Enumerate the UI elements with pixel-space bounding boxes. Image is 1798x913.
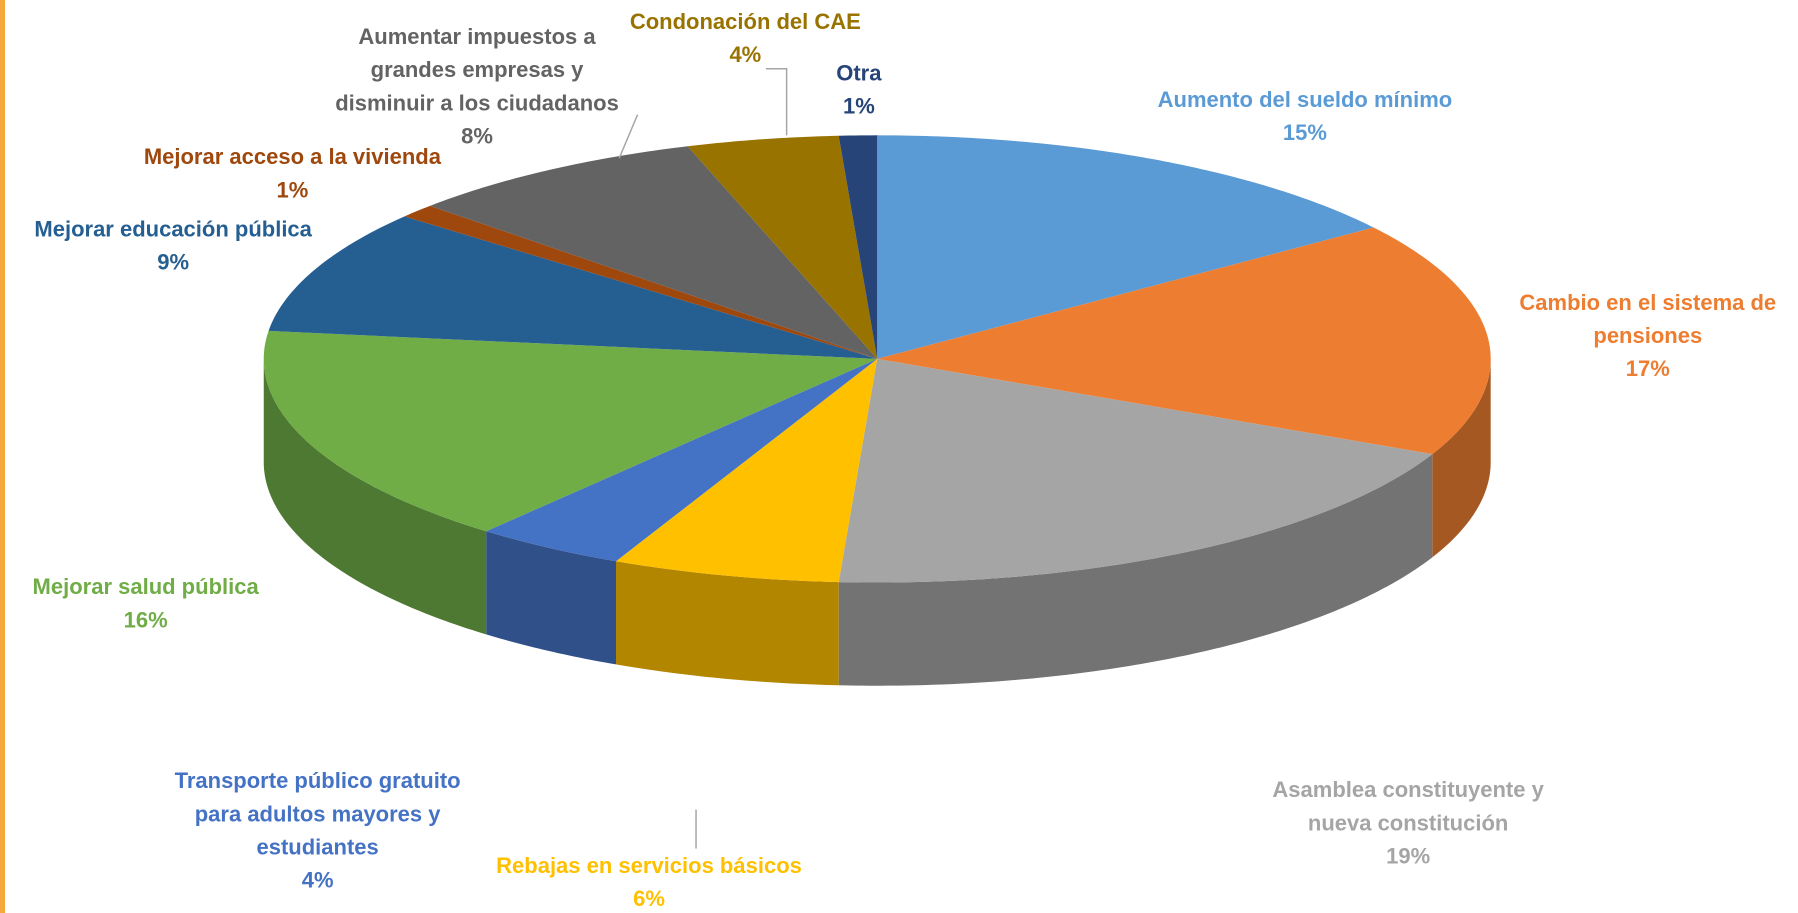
slice-side bbox=[616, 561, 839, 686]
label-line: Transporte público gratuito bbox=[175, 768, 461, 793]
label-line: Rebajas en servicios básicos bbox=[496, 853, 802, 878]
slice bbox=[263, 330, 878, 532]
data-label-value: 1% bbox=[277, 177, 309, 202]
data-label: Mejorar acceso a la vivienda bbox=[144, 144, 442, 169]
slice bbox=[877, 227, 1491, 455]
data-label: Asamblea constituyente y nueva constituci… bbox=[1272, 777, 1544, 835]
label-line: estudiantes bbox=[256, 834, 378, 859]
label-line: para adultos mayores y bbox=[195, 801, 442, 826]
slice bbox=[404, 205, 878, 359]
data-label-value: 16% bbox=[124, 607, 168, 632]
data-label: Aumento del sueldo mínimo bbox=[1158, 87, 1453, 112]
data-label: Cambio en el sistema de pensiones bbox=[1519, 290, 1776, 348]
data-label-value: 8% bbox=[461, 123, 493, 148]
data-label: Transporte público gratuito para adultos … bbox=[175, 768, 461, 860]
slice-side bbox=[838, 454, 1433, 686]
left-border bbox=[0, 0, 5, 913]
data-label: Mejorar educación pública bbox=[34, 216, 312, 241]
slice bbox=[877, 135, 1374, 359]
slice-side bbox=[486, 531, 617, 665]
data-label-value: 4% bbox=[729, 42, 761, 67]
data-label-value: 6% bbox=[633, 886, 665, 911]
label-line: Condonación del CAE bbox=[630, 9, 861, 34]
label-line: disminuir a los ciudadanos bbox=[335, 90, 619, 115]
slice bbox=[687, 135, 878, 359]
slice bbox=[838, 358, 1433, 583]
label-line: Asamblea constituyente y bbox=[1272, 777, 1544, 802]
slice bbox=[838, 135, 878, 359]
slice bbox=[486, 358, 878, 562]
label-line: Mejorar salud pública bbox=[33, 574, 260, 599]
slice bbox=[616, 358, 878, 583]
data-label-value: 15% bbox=[1283, 120, 1327, 145]
label-line: Aumentar impuestos a bbox=[358, 24, 596, 49]
slice bbox=[430, 146, 878, 359]
label-line: Mejorar acceso a la vivienda bbox=[144, 144, 442, 169]
slice-side bbox=[263, 358, 487, 635]
data-label-value: 4% bbox=[302, 868, 334, 893]
label-line: Aumento del sueldo mínimo bbox=[1158, 87, 1453, 112]
data-label: Mejorar salud pública bbox=[33, 574, 260, 599]
data-label: Aumentar impuestos a grandes empresas y di… bbox=[335, 24, 619, 116]
label-line: Cambio en el sistema de bbox=[1519, 290, 1776, 315]
slice bbox=[268, 216, 878, 359]
data-label-value: 1% bbox=[843, 94, 875, 119]
label-line: nueva constitución bbox=[1308, 810, 1508, 835]
data-label-value: 17% bbox=[1626, 356, 1670, 381]
label-line: pensiones bbox=[1593, 323, 1702, 348]
label-line: grandes empresas y bbox=[371, 57, 585, 82]
data-label: Condonación del CAE bbox=[630, 9, 861, 34]
label-line: Otra bbox=[836, 60, 882, 85]
data-label-value: 19% bbox=[1386, 844, 1430, 869]
data-label-value: 9% bbox=[157, 250, 189, 275]
data-label: Rebajas en servicios básicos bbox=[496, 853, 802, 878]
label-line: Mejorar educación pública bbox=[34, 216, 312, 241]
leader-line bbox=[618, 114, 639, 159]
slice-side bbox=[1432, 358, 1491, 558]
data-label: Otra bbox=[836, 60, 882, 85]
leader-line bbox=[765, 68, 788, 136]
